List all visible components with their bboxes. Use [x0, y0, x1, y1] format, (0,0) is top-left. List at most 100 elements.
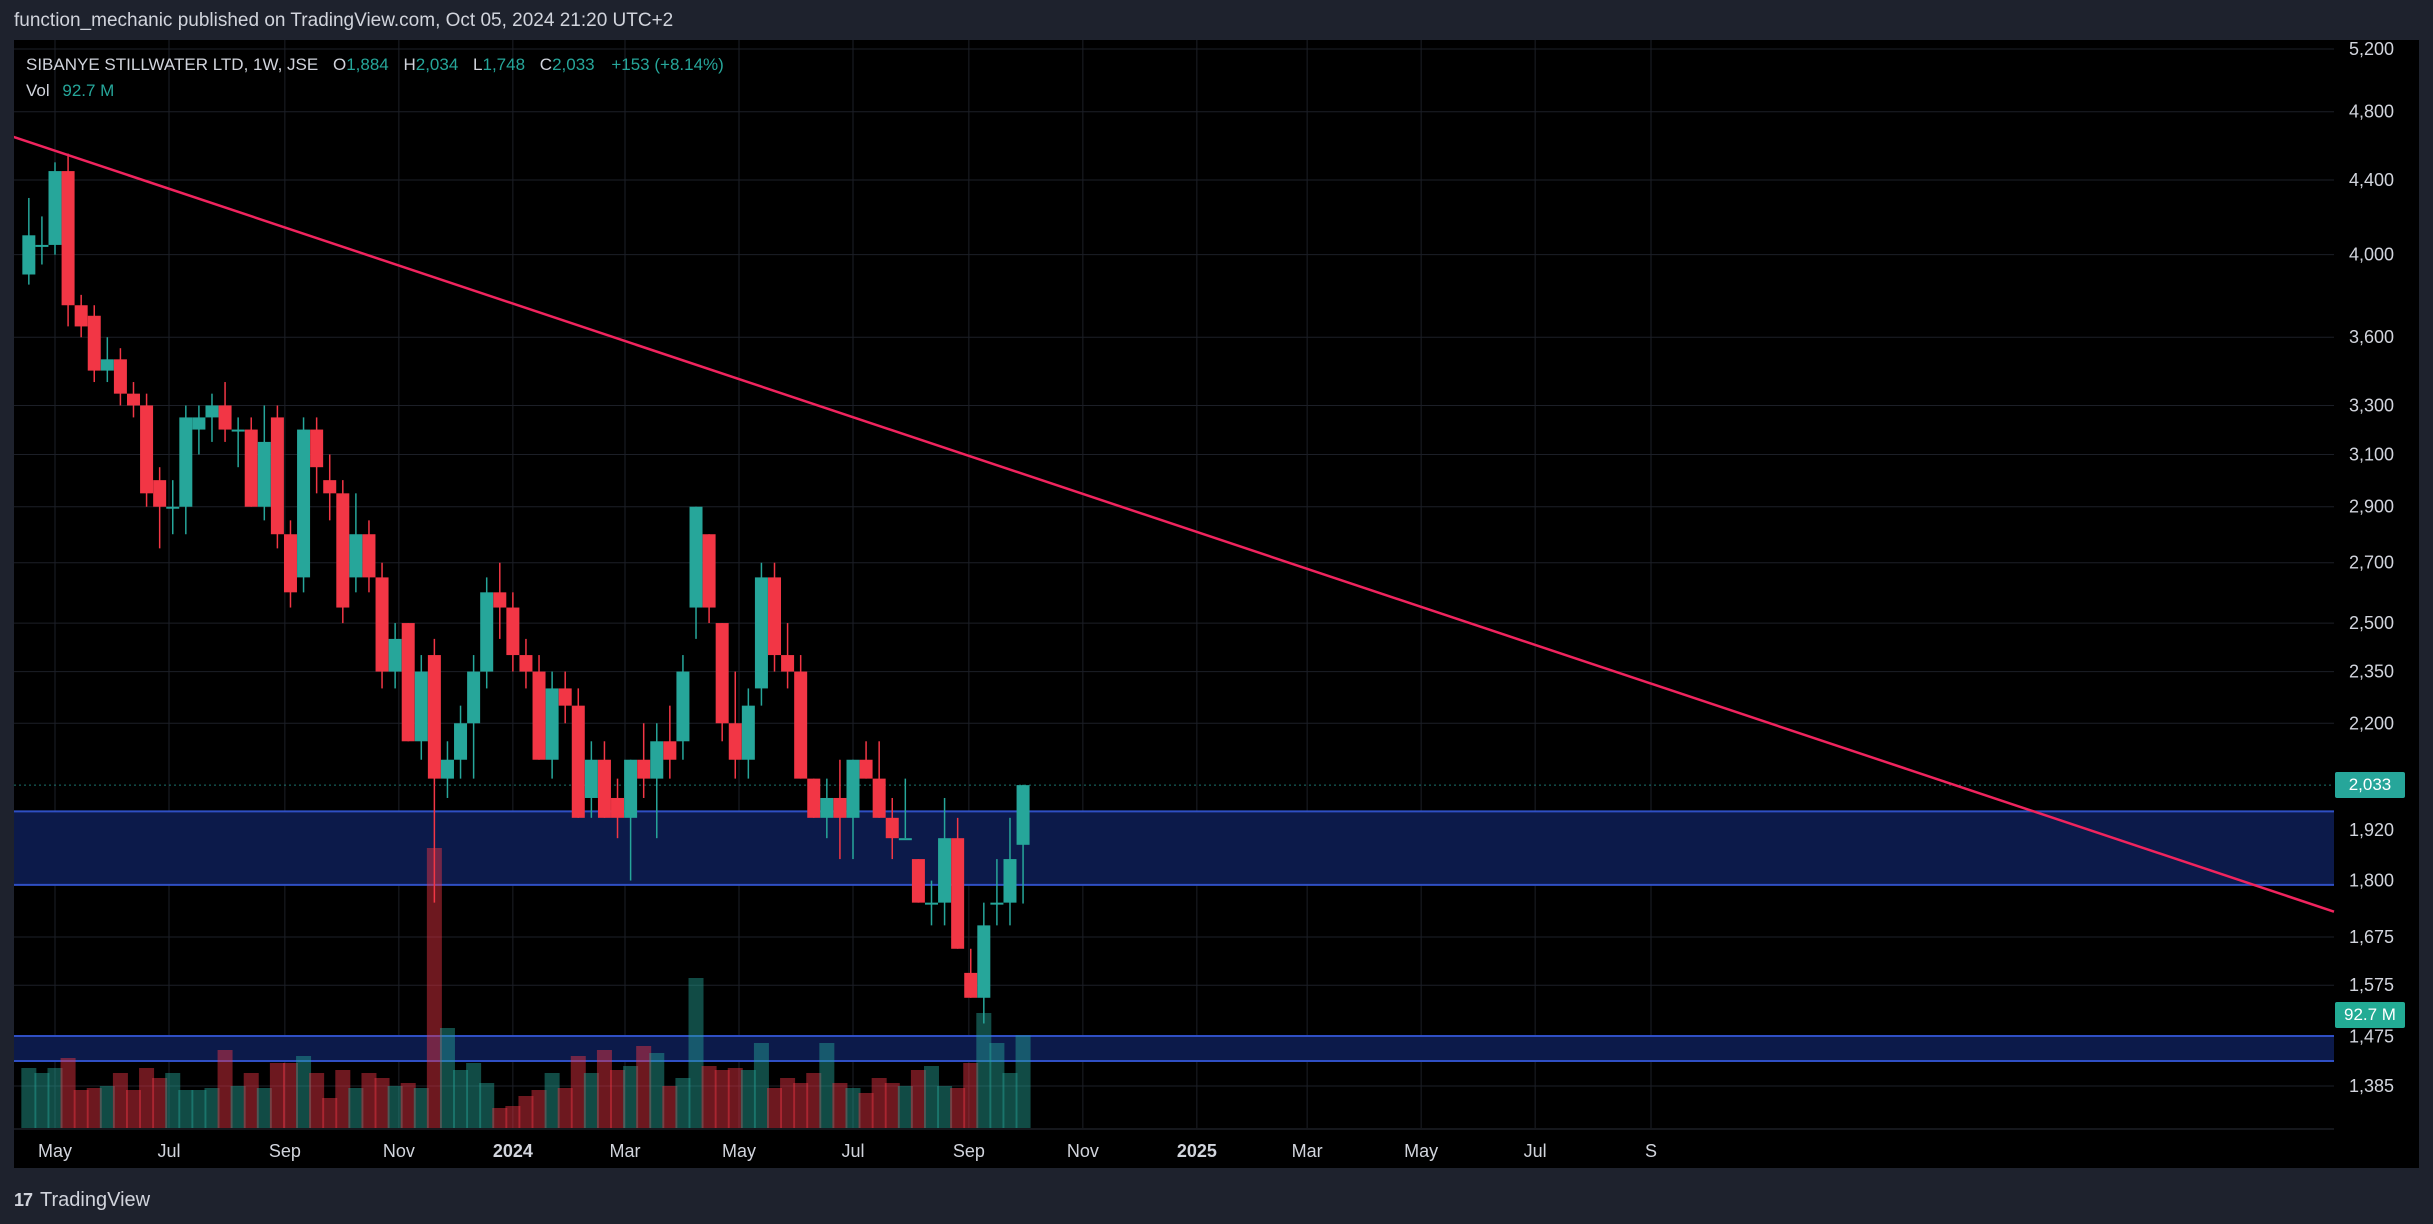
price-tick-label: 2,700	[2349, 553, 2394, 573]
time-tick-label: May	[38, 1141, 72, 1161]
publish-info-text: function_mechanic published on TradingVi…	[14, 10, 674, 31]
candle-body	[467, 671, 481, 724]
volume-bar	[282, 1063, 298, 1128]
candle-body	[244, 429, 258, 507]
last-price-label: 2,033	[2335, 772, 2405, 799]
candle-body	[427, 655, 441, 779]
price-axis: 5,200 4,800 4,400 4,000 3,600 3,300 3,100 2,900…	[2349, 40, 2394, 1096]
time-tick-label: Jul	[157, 1141, 180, 1161]
candle-body	[977, 925, 991, 998]
price-tick-label: 3,300	[2349, 395, 2394, 415]
price-tick-label: 1,920	[2349, 820, 2394, 840]
volume-bars-layer	[21, 848, 1031, 1128]
volume-bar	[86, 1088, 102, 1128]
candle-body	[205, 405, 219, 418]
candle-body	[362, 534, 376, 578]
volume-bar	[871, 1078, 887, 1128]
candlestick-chart[interactable]: 5,200 4,800 4,400 4,000 3,600 3,300 3,100 2,900…	[14, 40, 2419, 1168]
volume-bar	[479, 1083, 495, 1128]
candle-body	[349, 534, 363, 578]
price-tick-label: 1,475	[2349, 1027, 2394, 1047]
candle-body	[532, 671, 546, 760]
tradingview-logo-icon[interactable]: 17	[14, 1190, 33, 1210]
candle-body	[846, 759, 860, 818]
volume-bar	[753, 1043, 769, 1128]
candle-body	[323, 480, 337, 494]
legend-volume-value: 92.7 M	[62, 81, 115, 100]
volume-bar	[793, 1083, 809, 1128]
volume-bar	[60, 1058, 76, 1128]
volume-bar	[636, 1046, 652, 1128]
legend-close-label: C	[539, 55, 553, 74]
candle-body	[924, 902, 938, 905]
candle-body	[820, 797, 834, 818]
candle-body	[1003, 859, 1017, 903]
candle-body	[166, 506, 180, 509]
time-axis: May Jul Sep Nov 2024 Mar May Jul Sep Nov 2025 Mar Ma…	[14, 1128, 2334, 1161]
footer: 17 TradingView	[14, 1183, 150, 1217]
volume-bar	[950, 1088, 966, 1128]
candle-body	[637, 759, 651, 779]
volume-bar	[832, 1083, 848, 1128]
candle-body	[297, 429, 311, 578]
volume-bar	[466, 1063, 482, 1128]
volume-bar	[230, 1086, 246, 1128]
candle-body	[126, 393, 140, 406]
volume-bar	[453, 1070, 469, 1128]
volume-bar	[780, 1078, 796, 1128]
candle-body	[794, 671, 808, 779]
candle-body	[885, 817, 899, 839]
time-tick-label: 2024	[493, 1141, 533, 1161]
candle-body	[624, 759, 638, 818]
volume-bar	[989, 1043, 1005, 1128]
footer-brand[interactable]: TradingView	[40, 1189, 151, 1211]
time-tick-label: S	[1645, 1141, 1657, 1161]
chart-grid	[14, 40, 2334, 1128]
candle-body	[61, 171, 75, 306]
price-tick-label: 4,400	[2349, 170, 2394, 190]
volume-bar	[884, 1083, 900, 1128]
candle-body	[663, 741, 677, 760]
volume-bar	[191, 1090, 207, 1128]
candle-body	[545, 688, 559, 760]
volume-bar	[112, 1073, 128, 1128]
candles-layer	[22, 153, 1030, 1024]
volume-bar	[204, 1088, 220, 1128]
candle-body	[768, 577, 782, 656]
legend-row-ohlc: SIBANYE STILLWATER LTD, 1W, JSE O1,884 H…	[26, 52, 724, 78]
candle-body	[715, 623, 729, 724]
candle-body	[689, 506, 703, 608]
time-tick-label: Jul	[841, 1141, 864, 1161]
candle-body	[650, 741, 664, 779]
volume-bar	[348, 1088, 364, 1128]
volume-bar	[439, 1028, 455, 1128]
legend-open-value: 1,884	[346, 55, 389, 74]
candle-body	[728, 723, 742, 760]
legend-high-value: 2,034	[415, 55, 459, 74]
candle-body	[911, 859, 925, 903]
volume-bar	[165, 1073, 181, 1128]
time-tick-label: May	[1404, 1141, 1438, 1161]
candle-body	[100, 359, 114, 371]
candle-body	[454, 723, 468, 760]
volume-bar	[256, 1088, 272, 1128]
legend-volume-label: Vol	[26, 81, 50, 100]
chart-pane[interactable]	[14, 40, 2419, 1168]
price-tick-label: 1,800	[2349, 871, 2394, 891]
volume-bar	[714, 1070, 730, 1128]
candle-body	[558, 688, 572, 706]
volume-bar	[688, 978, 704, 1128]
price-tick-label: 2,900	[2349, 497, 2394, 517]
price-tick-label: 1,575	[2349, 975, 2394, 995]
chart-legend: SIBANYE STILLWATER LTD, 1W, JSE O1,884 H…	[26, 52, 724, 104]
candle-body	[951, 838, 965, 949]
volume-bar	[531, 1090, 547, 1128]
volume-bar	[570, 1056, 586, 1128]
volume-bar	[544, 1073, 560, 1128]
volume-bar	[1015, 1035, 1031, 1128]
volume-bar	[296, 1056, 312, 1128]
legend-symbol: SIBANYE STILLWATER LTD, 1W, JSE	[26, 55, 319, 74]
candle-body	[702, 534, 716, 608]
volume-bar	[413, 1088, 429, 1128]
volume-bar	[361, 1073, 377, 1128]
